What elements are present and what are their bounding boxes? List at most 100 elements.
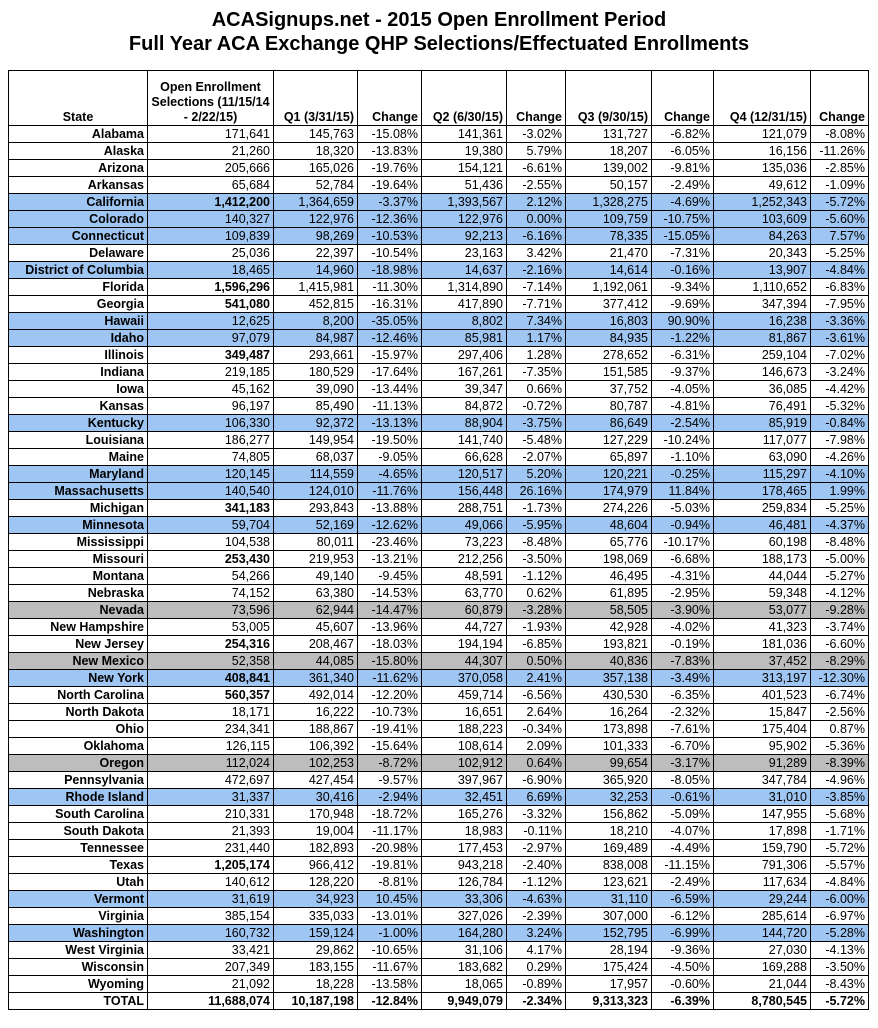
value-cell: -4.69% [651,193,714,211]
value-cell: -5.00% [810,550,869,568]
value-cell: 20,343 [713,244,811,262]
value-cell: 254,316 [147,635,274,653]
value-cell: -4.10% [810,465,869,483]
value-cell: 19,380 [421,142,507,160]
value-cell: -19.76% [357,159,422,177]
value-cell: -9.81% [651,159,714,177]
value-cell: 29,244 [713,890,811,908]
value-cell: 59,348 [713,584,811,602]
value-cell: -17.64% [357,363,422,381]
value-cell: -5.36% [810,737,869,755]
table-row: North Dakota 18,171 16,222 -10.73% 16,651 2.6… [8,703,869,721]
value-cell: 838,008 [565,856,652,874]
value-cell: 9,949,079 [421,992,507,1010]
value-cell: -10.24% [651,431,714,449]
state-cell: Oklahoma [8,737,148,755]
value-cell: -6.74% [810,686,869,704]
value-cell: -4.26% [810,448,869,466]
value-cell: -4.50% [651,958,714,976]
value-cell: 1.17% [506,329,566,347]
value-cell: 40,836 [565,652,652,670]
value-cell: 39,090 [273,380,358,398]
value-cell: 9,313,323 [565,992,652,1010]
value-cell: -4.63% [506,890,566,908]
state-cell: Louisiana [8,431,148,449]
value-cell: -3.75% [506,414,566,432]
table-row: Minnesota 59,704 52,169 -12.62% 49,066 -5.95%… [8,516,869,534]
value-cell: 16,264 [565,703,652,721]
state-cell: Wisconsin [8,958,148,976]
value-cell: 31,619 [147,890,274,908]
value-cell: 175,424 [565,958,652,976]
value-cell: 0.62% [506,584,566,602]
value-cell: 26.16% [506,482,566,500]
value-cell: -2.07% [506,448,566,466]
table-row: West Virginia 33,421 29,862 -10.65% 31,106 4.… [8,941,869,959]
value-cell: 49,140 [273,567,358,585]
value-cell: 205,666 [147,159,274,177]
value-cell: -0.19% [651,635,714,653]
value-cell: 357,138 [565,669,652,687]
value-cell: 10,187,198 [273,992,358,1010]
value-cell: -2.39% [506,907,566,925]
value-cell: 11.84% [651,482,714,500]
value-cell: 141,361 [421,125,507,143]
value-cell: -3.24% [810,363,869,381]
value-cell: 36,085 [713,380,811,398]
value-cell: 95,902 [713,737,811,755]
value-cell: 102,253 [273,754,358,772]
value-cell: 30,416 [273,788,358,806]
value-cell: -12.20% [357,686,422,704]
value-cell: -5.09% [651,805,714,823]
table-row: Michigan 341,183 293,843 -13.88% 288,751 -1.7… [8,499,869,517]
table-row: Pennsylvania 472,697 427,454 -9.57% 397,967-… [8,771,869,789]
value-cell: 17,898 [713,822,811,840]
value-cell: 297,406 [421,346,507,364]
value-cell: -5.28% [810,924,869,942]
value-cell: -9.69% [651,295,714,313]
table-row: District of Columbia 18,465 14,960 -18.98% 1… [8,261,869,279]
enrollment-table: State Open Enrollment Selections (11/15/1… [8,70,869,1010]
value-cell: -15.08% [357,125,422,143]
state-cell: New York [8,669,148,687]
value-cell: -9.45% [357,567,422,585]
value-cell: 74,805 [147,448,274,466]
value-cell: -8.39% [810,754,869,772]
value-cell: 0.87% [810,720,869,738]
value-cell: 1,412,200 [147,193,274,211]
state-cell: South Dakota [8,822,148,840]
value-cell: -19.64% [357,176,422,194]
value-cell: 159,124 [273,924,358,942]
state-cell: North Dakota [8,703,148,721]
column-header: Q4 (12/31/15) [713,70,811,126]
value-cell: -6.31% [651,346,714,364]
value-cell: -15.97% [357,346,422,364]
value-cell: 34,923 [273,890,358,908]
value-cell: 791,306 [713,856,811,874]
value-cell: -13.96% [357,618,422,636]
value-cell: -0.16% [651,261,714,279]
value-cell: -8.43% [810,975,869,993]
value-cell: 122,976 [421,210,507,228]
value-cell: 109,759 [565,210,652,228]
state-cell: Oregon [8,754,148,772]
value-cell: 1,328,275 [565,193,652,211]
value-cell: -1.00% [357,924,422,942]
state-cell: Washington [8,924,148,942]
state-cell: Michigan [8,499,148,517]
state-cell: New Jersey [8,635,148,653]
value-cell: 109,839 [147,227,274,245]
table-row: Missouri 253,430 219,953 -13.21% 212,256 -3.5… [8,550,869,568]
value-cell: -6.56% [506,686,566,704]
value-cell: 182,893 [273,839,358,857]
state-cell: Utah [8,873,148,891]
value-cell: 108,614 [421,737,507,755]
value-cell: 183,682 [421,958,507,976]
value-cell: -1.93% [506,618,566,636]
column-header: Change [506,70,566,126]
value-cell: -10.65% [357,941,422,959]
value-cell: 219,185 [147,363,274,381]
value-cell: 80,011 [273,533,358,551]
value-cell: -4.42% [810,380,869,398]
value-cell: 231,440 [147,839,274,857]
